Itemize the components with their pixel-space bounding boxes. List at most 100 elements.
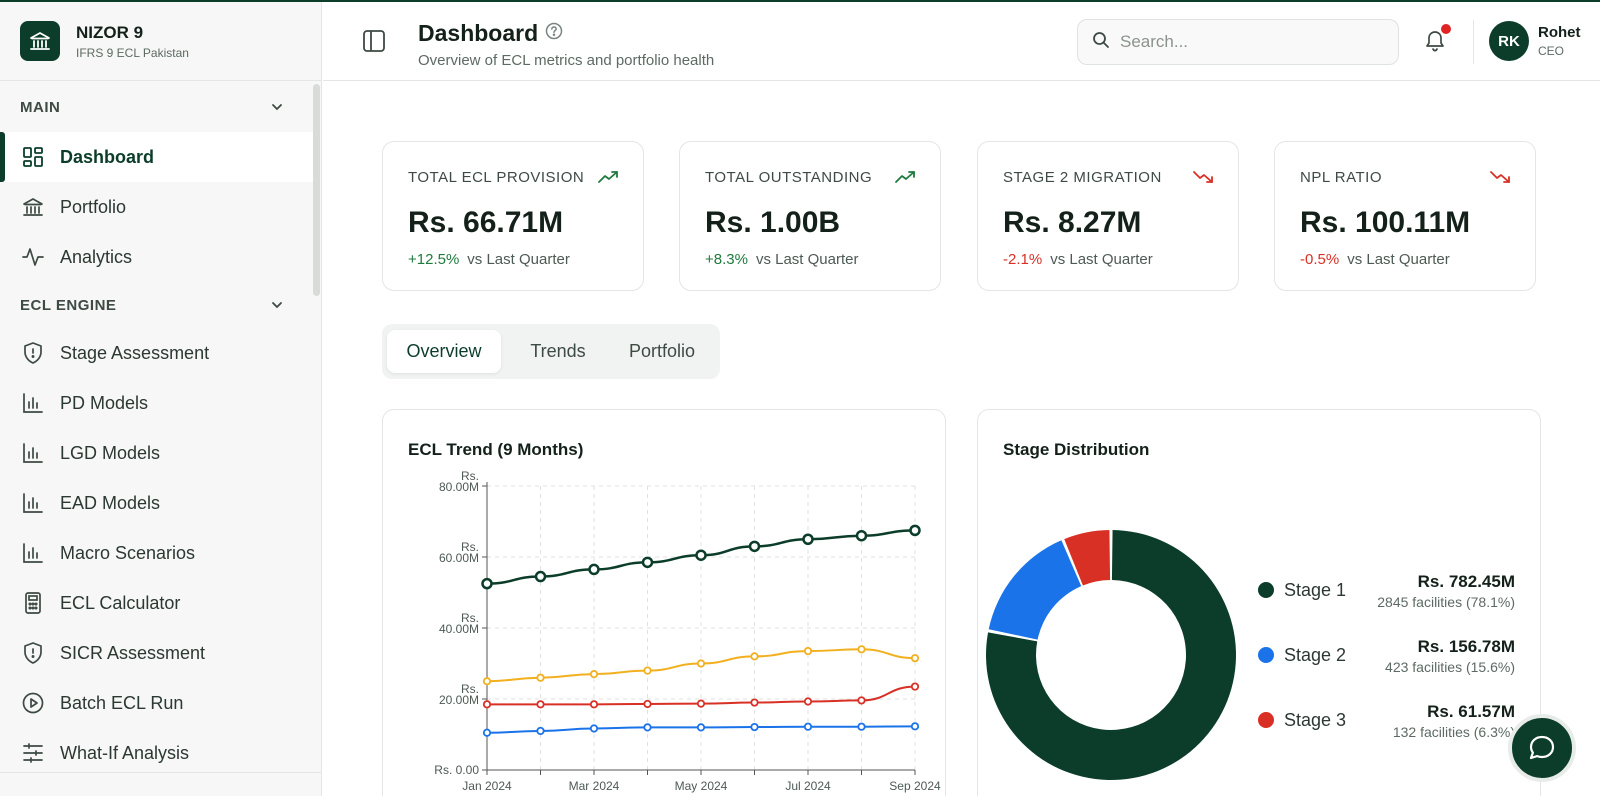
legend-detail: 423 facilities (15.6%) (1385, 659, 1515, 675)
data-point (803, 722, 813, 731)
sidebar-item-batch-ecl-run[interactable]: Batch ECL Run (0, 678, 314, 728)
search-box[interactable] (1077, 19, 1399, 65)
sidebar-scrollbar[interactable] (313, 84, 320, 296)
donut-slice (986, 530, 1236, 780)
y-tick-label: 40.00M (439, 622, 479, 636)
donut-slice (988, 540, 1082, 640)
sidebar-item-label: PD Models (60, 392, 149, 413)
data-point (803, 697, 813, 706)
legend-detail: 2845 facilities (78.1%) (1377, 594, 1515, 610)
tab-trends[interactable]: Trends (530, 341, 586, 361)
data-point (536, 726, 545, 736)
tab-overview[interactable]: Overview (387, 330, 501, 373)
data-point (589, 700, 599, 709)
kpi-value: Rs. 1.00B (705, 206, 841, 239)
kpi-label: TOTAL ECL PROVISION (408, 169, 585, 186)
shield-icon (20, 640, 46, 666)
stage-distribution-donut (986, 530, 1236, 780)
ecl-trend-card: ECL Trend (9 Months) Rs. 0.00 Rs. 20.00M Rs… (382, 409, 946, 796)
section-ecl-engine[interactable]: ECL ENGINE (0, 282, 314, 328)
sidebar-item-sicr-assessment[interactable]: SICR Assessment (0, 628, 314, 678)
top-accent-line (0, 0, 1600, 2)
data-point (910, 654, 920, 663)
data-point (536, 700, 545, 709)
sidebar-item-stage-assessment[interactable]: Stage Assessment (0, 328, 314, 378)
data-point (855, 529, 868, 542)
bar-chart-icon (20, 390, 46, 416)
brand-header[interactable]: NIZOR 9 IFRS 9 ECL Pakistan (0, 2, 321, 81)
legend-stage-3[interactable]: Stage 3 Rs. 61.57M 132 facilities (6.3%) (1258, 702, 1515, 742)
x-tick-label: Jan 2024 (462, 779, 512, 793)
shield-icon (20, 340, 46, 366)
sidebar-item-lgd-models[interactable]: LGD Models (0, 428, 314, 478)
chart-title: Stage Distribution (1003, 440, 1150, 459)
kpi-value: Rs. 100.11M (1300, 206, 1471, 239)
section-main[interactable]: MAIN (0, 82, 314, 132)
sidebar-item-label: ECL Calculator (60, 592, 181, 613)
sidebar-item-what-if-analysis[interactable]: What-If Analysis (0, 728, 314, 778)
chart-title: ECL Trend (9 Months) (408, 440, 584, 459)
data-point (482, 700, 492, 709)
legend-name: Stage 2 (1284, 645, 1347, 665)
sidebar-item-portfolio[interactable]: Portfolio (0, 182, 314, 232)
donut-slice (1064, 530, 1111, 586)
search-input[interactable] (1120, 32, 1380, 52)
data-point (643, 723, 652, 732)
chevron-down-icon (272, 302, 282, 309)
sidebar-item-label: LGD Models (60, 442, 161, 463)
user-role: CEO (1538, 44, 1565, 58)
brand-name: NIZOR 9 (76, 22, 144, 42)
kpi-compare: vs Last Quarter (1050, 251, 1153, 268)
data-point (588, 563, 600, 576)
legend-amount: Rs. 61.57M (1427, 702, 1515, 721)
bank-icon (20, 21, 60, 61)
section-label: MAIN (20, 98, 61, 116)
legend-stage-1[interactable]: Stage 1 Rs. 782.45M 2845 facilities (78.… (1258, 572, 1515, 612)
page-subtitle: Overview of ECL metrics and portfolio he… (418, 52, 715, 69)
kpi-delta: -0.5% (1300, 251, 1340, 268)
sidebar-item-label: EAD Models (60, 492, 161, 513)
kpi-delta: +8.3% (705, 251, 748, 268)
data-point (481, 577, 493, 590)
sidebar-item-ead-models[interactable]: EAD Models (0, 478, 314, 528)
sidebar-item-analytics[interactable]: Analytics (0, 232, 314, 282)
data-point (643, 666, 652, 675)
sidebar: NIZOR 9 IFRS 9 ECL Pakistan MAIN Dashboa… (0, 2, 322, 796)
chat-bubble-icon (1529, 735, 1555, 760)
x-tick-label: Jul 2024 (785, 779, 831, 793)
sidebar-item-macro-scenarios[interactable]: Macro Scenarios (0, 528, 314, 578)
search-icon (1092, 31, 1110, 54)
kpi-card-total-ecl-provision: TOTAL ECL PROVISION Rs. 66.71M +12.5% vs … (382, 141, 644, 291)
chat-button[interactable] (1508, 714, 1576, 782)
user-name[interactable]: Rohet (1538, 24, 1581, 41)
sidebar-item-label: Macro Scenarios (60, 542, 196, 563)
data-point (909, 524, 921, 537)
sidebar-item-ecl-calculator[interactable]: ECL Calculator (0, 578, 314, 628)
sidebar-nav: MAIN Dashboard Portfolio Analytics ECL E… (0, 82, 314, 772)
calculator-icon (20, 590, 46, 616)
dashboard-grid-icon (20, 144, 46, 170)
notification-bell-icon[interactable] (1423, 28, 1449, 54)
sidebar-toggle-icon[interactable] (361, 28, 387, 54)
kpi-label: NPL RATIO (1300, 169, 1383, 186)
x-tick-label: Mar 2024 (569, 779, 620, 793)
play-circle-icon (20, 690, 46, 716)
legend-amount: Rs. 782.45M (1417, 572, 1515, 591)
kpi-label: TOTAL OUTSTANDING (705, 169, 873, 186)
kpi-card-stage-2-migration: STAGE 2 MIGRATION Rs. 8.27M -2.1% vs Last… (977, 141, 1239, 291)
data-point (857, 722, 866, 731)
kpi-card-total-outstanding: TOTAL OUTSTANDING Rs. 1.00B +8.3% vs Last… (679, 141, 941, 291)
activity-icon (20, 244, 46, 270)
data-point (695, 549, 707, 561)
kpi-delta: -2.1% (1003, 251, 1043, 268)
tab-portfolio[interactable]: Portfolio (628, 341, 696, 361)
kpi-card-npl-ratio: NPL RATIO Rs. 100.11M -0.5% vs Last Quart… (1274, 141, 1536, 291)
sidebar-item-pd-models[interactable]: PD Models (0, 378, 314, 428)
help-icon[interactable] (545, 22, 563, 40)
avatar[interactable]: RK (1489, 21, 1529, 61)
legend-stage-2[interactable]: Stage 2 Rs. 156.78M 423 facilities (15.6… (1258, 637, 1515, 677)
sidebar-item-dashboard[interactable]: Dashboard (0, 132, 314, 182)
trending-up-icon (895, 171, 915, 183)
bank-icon (20, 194, 46, 220)
sidebar-item-label: Portfolio (60, 196, 127, 217)
